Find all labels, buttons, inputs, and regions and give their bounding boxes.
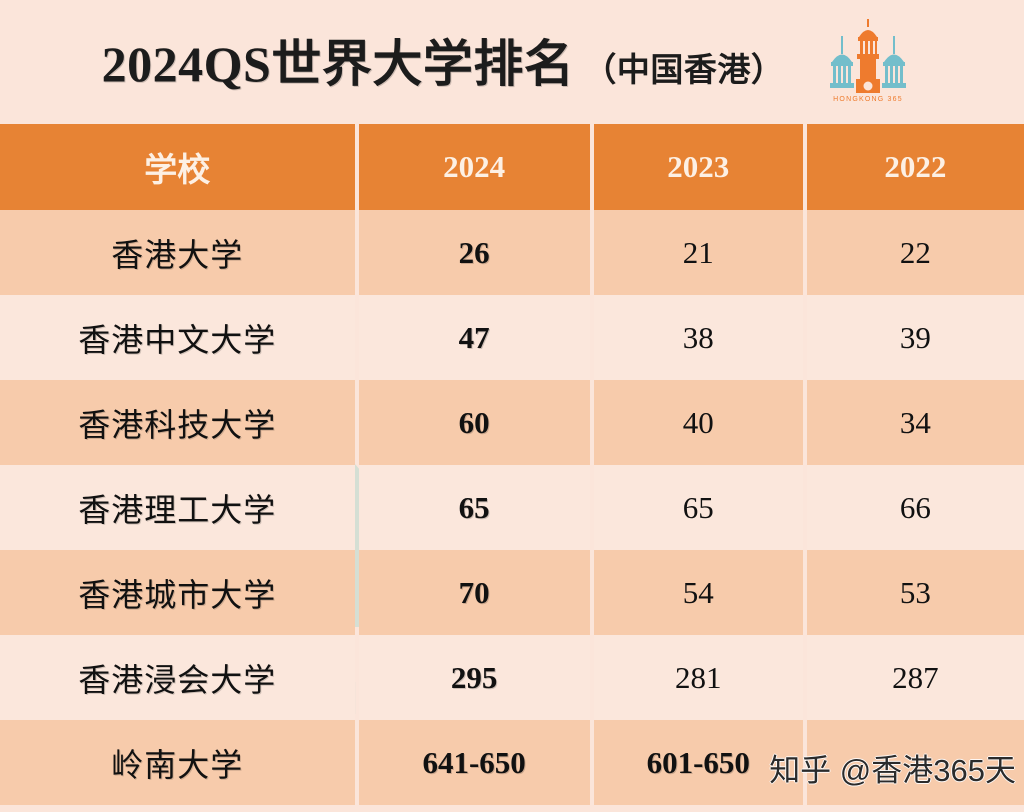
rank-value: 38	[682, 319, 714, 355]
school-name: 香港理工大学	[78, 491, 277, 528]
rank-value: 53	[899, 574, 931, 610]
rank-value: 47	[458, 319, 490, 355]
page-title-main: 2024QS世界大学排名	[101, 36, 575, 92]
school-name: 香港大学	[111, 236, 244, 273]
logo-center-tower-icon	[856, 19, 881, 93]
cell-school: 香港中文大学	[0, 295, 355, 380]
rank-value: 281	[675, 659, 722, 695]
logo-left-pavilion-icon	[830, 36, 855, 88]
hongkong365-logo: HONGKONG 365	[822, 17, 914, 103]
table-row: 香港城市大学 70 54 53	[0, 550, 1024, 635]
table-row: 香港浸会大学 295 281 287	[0, 635, 1024, 720]
cell-rank-2024: 70	[358, 550, 590, 635]
cell-rank-2023: 38	[593, 295, 803, 380]
school-name: 香港科技大学	[78, 406, 277, 443]
school-name: 香港中文大学	[78, 321, 277, 358]
cell-rank-2024: 26	[358, 210, 590, 295]
rank-value: 39	[899, 319, 931, 355]
cell-rank-2022: 39	[806, 295, 1024, 380]
rank-value: 60	[458, 404, 490, 440]
rank-value: 22	[899, 234, 931, 270]
cell-rank-2022: 66	[806, 465, 1024, 550]
cell-rank-2023: 40	[593, 380, 803, 465]
cell-rank-2022: 287	[806, 635, 1024, 720]
cell-school: 香港理工大学	[0, 465, 355, 550]
cell-rank-2024: 47	[358, 295, 590, 380]
cell-school: 香港大学	[0, 210, 355, 295]
rank-value: 21	[682, 234, 714, 270]
rank-value: 65	[682, 489, 714, 525]
logo-right-pavilion-icon	[882, 36, 907, 88]
cell-rank-2022: 22	[806, 210, 1024, 295]
logo-caption: HONGKONG 365	[834, 96, 904, 103]
header-banner: 2024QS世界大学排名 （中国香港）	[0, 0, 1024, 120]
table-row: 香港科技大学 60 40 34	[0, 380, 1024, 465]
cell-rank-2024: 65	[358, 465, 590, 550]
school-name: 香港城市大学	[78, 576, 277, 613]
rank-value: 66	[899, 489, 931, 525]
column-header-2023: 2023	[593, 124, 803, 210]
cell-rank-2023: 54	[593, 550, 803, 635]
cell-school: 岭南大学	[0, 720, 355, 805]
rank-value: 601-650	[646, 744, 750, 780]
cell-rank-2022	[806, 720, 1024, 805]
rank-value: 641-650	[422, 744, 526, 780]
banner-content: 2024QS世界大学排名 （中国香港）	[102, 17, 915, 103]
column-header-school: 学校	[0, 124, 355, 210]
cell-rank-2023: 601-650	[593, 720, 803, 805]
cell-rank-2024: 295	[358, 635, 590, 720]
cell-rank-2022: 53	[806, 550, 1024, 635]
ranking-table: 学校 2024 2023 2022 香港大学 26 21 22 香港中文大学	[0, 120, 1024, 805]
cell-rank-2023: 281	[593, 635, 803, 720]
page-title-region: （中国香港）	[583, 53, 785, 89]
table-header-row: 学校 2024 2023 2022	[0, 120, 1024, 210]
rank-value: 54	[682, 574, 714, 610]
cell-rank-2023: 65	[593, 465, 803, 550]
cell-school: 香港城市大学	[0, 550, 355, 635]
cell-school: 香港浸会大学	[0, 635, 355, 720]
column-header-2024: 2024	[358, 124, 590, 210]
rank-value: 295	[450, 659, 498, 695]
cell-school: 香港科技大学	[0, 380, 355, 465]
cell-rank-2024: 641-650	[358, 720, 590, 805]
rank-value: 26	[458, 234, 490, 270]
rank-value: 70	[458, 574, 490, 610]
table-row: 香港大学 26 21 22	[0, 210, 1024, 295]
school-name: 香港浸会大学	[78, 661, 277, 698]
rank-value: 287	[892, 659, 939, 695]
rank-value: 34	[899, 404, 931, 440]
zhihu-watermark: 知乎 @香港365天	[769, 753, 1016, 788]
table-row: 香港理工大学 65 65 66	[0, 465, 1024, 550]
cell-rank-2023: 21	[593, 210, 803, 295]
rank-value: 65	[458, 489, 490, 525]
school-name: 岭南大学	[111, 746, 244, 783]
logo-clock-tower-icon: HONGKONG 365	[830, 19, 907, 103]
cell-rank-2022: 34	[806, 380, 1024, 465]
logo-clock-face-icon	[863, 81, 873, 91]
table-row: 香港中文大学 47 38 39	[0, 295, 1024, 380]
column-header-2022: 2022	[806, 124, 1024, 210]
cell-rank-2024: 60	[358, 380, 590, 465]
page-title: 2024QS世界大学排名 （中国香港）	[102, 24, 785, 96]
table-row: 岭南大学 641-650 601-650	[0, 720, 1024, 805]
rank-value: 40	[682, 404, 714, 440]
